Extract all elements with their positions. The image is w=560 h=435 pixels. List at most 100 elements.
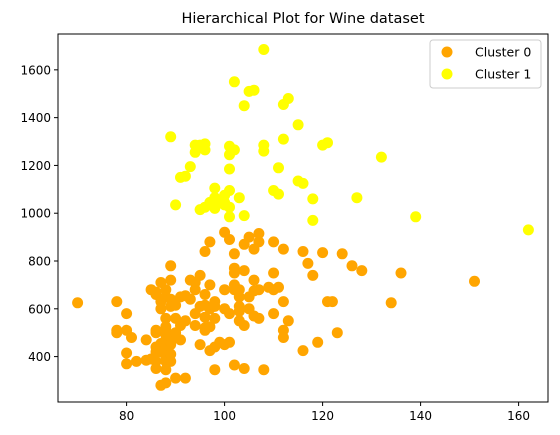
- data-point-cluster-0: [199, 246, 211, 257]
- x-tick-label: 80: [119, 409, 134, 423]
- data-point-cluster-0: [160, 364, 172, 376]
- data-point-cluster-1: [228, 144, 240, 156]
- data-point-cluster-0: [282, 315, 294, 327]
- data-point-cluster-0: [209, 312, 221, 324]
- data-point-cluster-0: [199, 311, 211, 323]
- x-tick-label: 100: [213, 409, 236, 423]
- data-point-cluster-0: [224, 336, 235, 348]
- data-point-cluster-1: [238, 210, 250, 222]
- data-point-cluster-0: [228, 267, 240, 279]
- data-point-cluster-0: [312, 336, 324, 348]
- data-point-cluster-1: [179, 170, 191, 182]
- x-tick-label: 140: [409, 409, 432, 423]
- x-tick-label: 160: [507, 409, 530, 423]
- data-point-cluster-0: [199, 289, 211, 300]
- data-point-cluster-0: [160, 312, 172, 324]
- data-point-cluster-1: [292, 119, 304, 131]
- data-point-cluster-1: [258, 145, 270, 157]
- data-point-cluster-0: [170, 299, 182, 311]
- data-point-cluster-0: [130, 355, 142, 367]
- data-point-cluster-0: [268, 267, 280, 279]
- legend-label-cluster-0: Cluster 0: [475, 45, 531, 60]
- data-point-cluster-0: [469, 275, 480, 287]
- data-point-cluster-0: [224, 234, 235, 245]
- y-tick-label: 1000: [20, 207, 51, 221]
- data-point-cluster-0: [121, 358, 133, 370]
- data-point-cluster-0: [385, 297, 397, 309]
- data-point-cluster-1: [199, 138, 211, 150]
- data-point-cluster-0: [277, 332, 289, 343]
- data-point-cluster-0: [179, 315, 191, 327]
- data-point-cluster-1: [307, 193, 319, 205]
- data-point-cluster-1: [277, 133, 289, 145]
- data-point-cluster-0: [189, 320, 201, 331]
- data-point-cluster-0: [155, 303, 167, 315]
- x-tick-label: 120: [311, 409, 334, 423]
- data-point-cluster-1: [410, 211, 422, 223]
- data-point-cluster-0: [150, 327, 162, 339]
- data-point-cluster-0: [160, 377, 172, 389]
- data-point-cluster-1: [273, 188, 284, 200]
- data-point-cluster-0: [268, 308, 280, 320]
- plot-frame: [57, 33, 549, 403]
- data-point-cluster-0: [317, 247, 329, 259]
- data-point-cluster-0: [204, 321, 216, 333]
- data-point-cluster-1: [273, 162, 284, 174]
- y-tick-label: 400: [28, 350, 51, 364]
- data-point-cluster-0: [238, 363, 250, 374]
- axis-layer: 80 100 120 140 160 400 600 800 1000 1200 1400 1600: [20, 63, 530, 423]
- data-point-cluster-0: [121, 347, 133, 359]
- data-point-cluster-0: [165, 355, 177, 367]
- data-point-cluster-0: [150, 286, 162, 298]
- data-point-cluster-1: [224, 185, 235, 196]
- data-point-cluster-0: [224, 308, 235, 320]
- data-point-cluster-1: [224, 211, 235, 223]
- data-point-cluster-0: [111, 327, 123, 339]
- data-point-cluster-1: [170, 199, 182, 211]
- y-tick-label: 800: [28, 255, 51, 269]
- data-point-cluster-0: [302, 257, 314, 269]
- data-point-cluster-1: [375, 151, 387, 163]
- legend-marker-cluster-0: [441, 46, 453, 58]
- data-point-cluster-1: [209, 182, 221, 194]
- data-point-cluster-1: [351, 192, 363, 204]
- legend: Cluster 0 Cluster 1: [429, 39, 542, 89]
- data-point-cluster-0: [253, 236, 265, 248]
- data-point-cluster-0: [209, 296, 221, 308]
- data-point-cluster-0: [248, 274, 260, 286]
- data-point-cluster-0: [204, 236, 216, 248]
- data-point-cluster-0: [253, 228, 265, 239]
- data-point-cluster-0: [297, 246, 309, 257]
- data-point-cluster-0: [326, 296, 338, 308]
- data-point-cluster-1: [522, 224, 534, 236]
- data-point-cluster-0: [111, 296, 123, 308]
- data-point-cluster-0: [179, 372, 191, 384]
- y-tick-label: 600: [28, 302, 51, 316]
- data-point-cluster-1: [224, 201, 235, 213]
- data-point-cluster-1: [233, 192, 245, 204]
- data-point-cluster-0: [356, 265, 368, 277]
- data-point-cluster-0: [238, 265, 250, 277]
- data-point-cluster-0: [194, 339, 206, 351]
- data-point-cluster-0: [307, 269, 319, 281]
- data-point-cluster-0: [277, 296, 289, 308]
- data-point-cluster-1: [228, 76, 240, 88]
- data-point-cluster-0: [165, 274, 177, 286]
- data-point-cluster-0: [273, 281, 284, 293]
- data-point-cluster-0: [72, 297, 84, 309]
- legend-label-cluster-1: Cluster 1: [475, 67, 531, 82]
- data-point-cluster-0: [277, 243, 289, 255]
- data-point-cluster-0: [126, 332, 137, 343]
- data-point-cluster-0: [150, 363, 162, 374]
- data-point-cluster-0: [253, 312, 265, 324]
- data-point-cluster-0: [268, 236, 280, 248]
- data-point-cluster-0: [233, 305, 245, 317]
- data-point-cluster-1: [282, 93, 294, 104]
- data-point-cluster-0: [209, 364, 221, 376]
- data-point-cluster-0: [346, 260, 358, 272]
- data-point-cluster-0: [258, 364, 270, 376]
- data-point-cluster-0: [194, 269, 206, 281]
- data-point-cluster-0: [140, 334, 152, 346]
- data-point-cluster-1: [297, 177, 309, 189]
